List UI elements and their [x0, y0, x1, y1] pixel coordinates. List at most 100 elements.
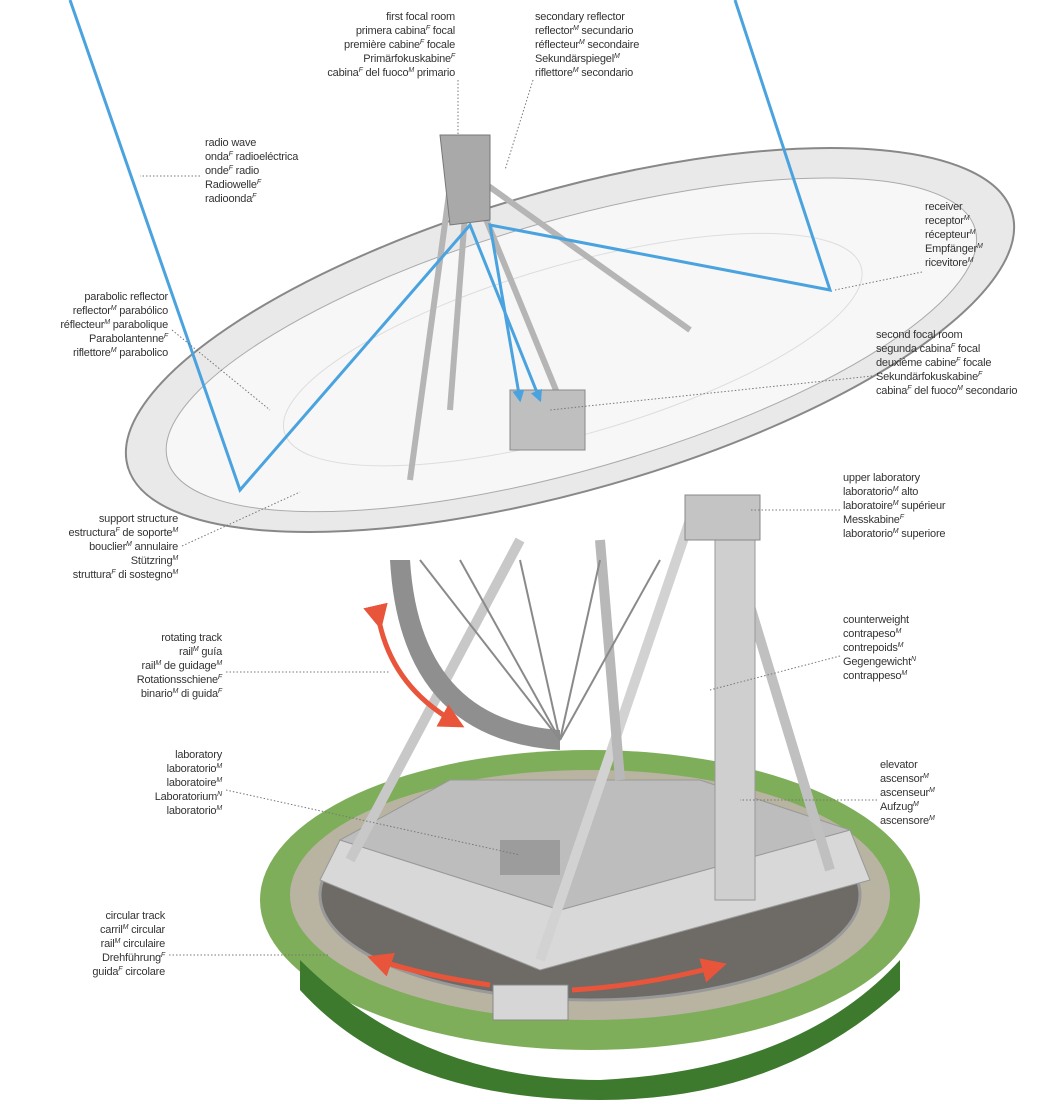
gender-mark: M — [929, 787, 935, 794]
label-text: deuxième cabine — [876, 357, 956, 369]
label-line: reflectorM secundario — [535, 25, 633, 37]
label-text: del fuoco — [911, 385, 957, 397]
label-text: rail — [142, 660, 156, 672]
gender-mark: F — [218, 674, 223, 681]
label-text: Stützring — [131, 555, 173, 567]
gender-mark: M — [172, 527, 178, 534]
label-text: parabolique — [110, 319, 168, 331]
label-text: Messkabine — [843, 514, 900, 526]
label-line: railM circulaire — [101, 938, 165, 950]
label-text: Laboratorium — [155, 791, 217, 803]
label-text: support structure — [99, 513, 178, 525]
label-line: RadiowelleF — [205, 179, 262, 191]
gender-mark: M — [216, 777, 222, 784]
label-text: Parabolantenne — [89, 333, 164, 345]
gender-mark: M — [898, 642, 904, 649]
gender-mark: F — [978, 371, 983, 378]
label-line: ricevitoreM — [925, 257, 974, 269]
label-line: EmpfängerM — [925, 243, 983, 255]
label-text: struttura — [73, 569, 113, 581]
label-text: superiore — [898, 528, 945, 540]
gender-mark: F — [900, 514, 905, 521]
label-line: RotationsschieneF — [137, 674, 223, 686]
gender-mark: M — [968, 257, 974, 264]
label-text: first focal room — [386, 11, 455, 23]
label-line: radio wave — [205, 137, 256, 149]
label-line: SekundärspiegelM — [535, 53, 620, 65]
label-text: binario — [141, 688, 173, 700]
label-text: Drehführung — [102, 952, 161, 964]
label-line: ParabolantenneF — [89, 333, 169, 345]
label-text: riflettore — [73, 347, 111, 359]
label-text: récepteur — [925, 229, 970, 241]
label-line: récepteurM — [925, 229, 976, 241]
label-line: radioondaF — [205, 193, 257, 205]
label-line: AufzugM — [880, 801, 919, 813]
label-line: segunda cabinaF focal — [876, 343, 980, 355]
label-text: guida — [92, 966, 119, 978]
label-line: riflettoreM secondario — [535, 67, 633, 79]
label-line: estructuraF de soporteM — [69, 527, 179, 539]
drive-house — [493, 985, 568, 1020]
gender-mark: M — [216, 660, 222, 667]
label-line: LaboratoriumN — [155, 791, 223, 803]
label-text: laboratoire — [843, 500, 893, 512]
label-line: contrapesoM — [843, 628, 901, 640]
upper-laboratory — [685, 495, 760, 540]
label-text: alto — [898, 486, 918, 498]
label-text: laboratory — [175, 749, 223, 761]
gender-mark: M — [216, 805, 222, 812]
label-line: contrappesoM — [843, 670, 907, 682]
label-line: railM guía — [179, 646, 223, 658]
gender-mark: N — [911, 656, 917, 663]
label-text: parabólico — [116, 305, 168, 317]
label-line: SekundärfokuskabineF — [876, 371, 983, 383]
label-line: elevator — [880, 759, 918, 771]
label-line: laboratory — [175, 749, 223, 761]
gender-mark: M — [923, 773, 929, 780]
label-line: rotating track — [161, 632, 222, 644]
page: first focal roomprimera cabinaF focalpre… — [0, 0, 1048, 1104]
label-text: Primärfokuskabine — [363, 53, 451, 65]
label-line: riflettoreM parabolico — [73, 347, 168, 359]
label-line: parabolic reflector — [84, 291, 168, 303]
label-text: radio — [233, 165, 259, 177]
gender-mark: M — [964, 215, 970, 222]
label-text: Radiowelle — [205, 179, 257, 191]
gender-mark: N — [217, 791, 223, 798]
label-line: laboratorioM — [167, 763, 223, 775]
label-line: support structure — [99, 513, 178, 525]
label-text: Aufzug — [880, 801, 913, 813]
label-line: reflectorM parabólico — [73, 305, 168, 317]
label-text: ricevitore — [925, 257, 968, 269]
label-text: radio wave — [205, 137, 256, 149]
label-text: second focal room — [876, 329, 963, 341]
elevator-shaft — [715, 520, 755, 900]
label-line: circular track — [105, 910, 165, 922]
label-text: onda — [205, 151, 230, 163]
label-text: de soporte — [120, 527, 173, 539]
label-text: focal — [430, 25, 455, 37]
label-text: focale — [424, 39, 455, 51]
label-text: reflector — [73, 305, 111, 317]
label-text: focal — [955, 343, 980, 355]
gender-mark: M — [929, 815, 935, 822]
label-text: focale — [960, 357, 991, 369]
label-text: secondario — [578, 67, 633, 79]
label-line: ondaF radioeléctrica — [205, 151, 299, 163]
label-text: onde — [205, 165, 229, 177]
label-text: di sostegno — [115, 569, 172, 581]
gender-mark: F — [161, 952, 166, 959]
label-text: Gegengewicht — [843, 656, 911, 668]
label-line: laboratoireM supérieur — [843, 500, 946, 512]
gender-mark: M — [614, 53, 620, 60]
label-line: counterweight — [843, 614, 909, 626]
label-line: cabinaF del fuocoM secondario — [876, 385, 1017, 397]
gender-mark: M — [895, 628, 901, 635]
label-text: elevator — [880, 759, 918, 771]
label-line: ondeF radio — [205, 165, 259, 177]
label-text: Empfänger — [925, 243, 978, 255]
label-text: radioeléctrica — [233, 151, 300, 163]
label-text: ascensor — [880, 773, 924, 785]
label-text: receptor — [925, 215, 964, 227]
